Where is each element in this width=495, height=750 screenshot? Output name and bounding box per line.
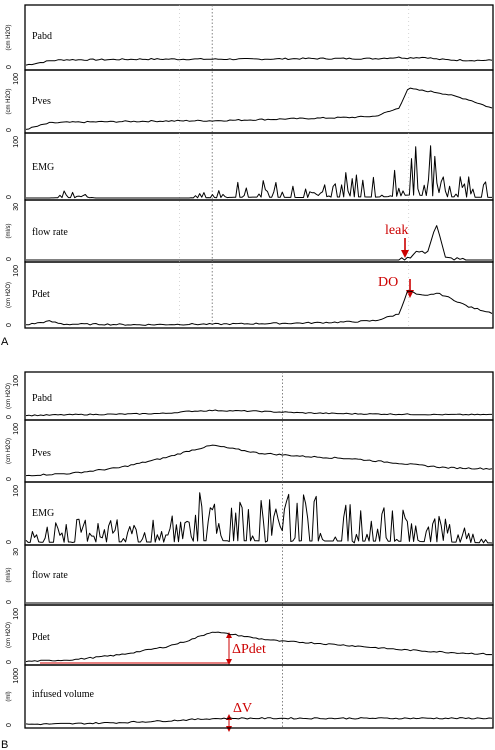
a-leak-annotation: leak (385, 223, 408, 238)
b-trace-pabd (25, 409, 492, 417)
b-top-tick-2: 100 (13, 485, 20, 497)
a-unit-label-4: (cm H2O) (6, 282, 12, 308)
b-delta-v-annotation: ΔV (233, 701, 252, 716)
b-delta-pdet-arrow-bottom (226, 659, 232, 665)
b-trace-infused-volume (25, 717, 493, 726)
b-delta-pdet-arrow-top (226, 632, 232, 638)
a-zero-tick-2: 0 (6, 195, 13, 199)
b-unit-label-3: (ml/s) (6, 568, 12, 583)
b-zero-tick-5: 0 (6, 723, 13, 727)
b-pves-label: Pves (32, 448, 51, 459)
b-zero-tick-3: 0 (6, 600, 13, 604)
b-zero-tick-0: 0 (6, 415, 13, 419)
a-do-annotation: DO (378, 275, 398, 290)
b-delta-pdet-annotation: ΔPdet (232, 642, 266, 657)
a-top-tick-1: 100 (13, 73, 20, 85)
b-top-tick-0: 100 (13, 375, 20, 387)
a-trace-flow-rate (26, 225, 492, 261)
b-panel-frame-5 (24, 664, 494, 729)
a-zero-tick-4: 0 (6, 323, 13, 327)
b-unit-label-5: (ml) (6, 691, 12, 701)
a-flow-label: flow rate (32, 227, 68, 238)
b-volume-label: infused volume (32, 689, 94, 700)
a-panel-frame-4 (24, 261, 494, 329)
a-top-tick-4: 100 (13, 265, 20, 277)
a-pves-label: Pves (32, 96, 51, 107)
a-leak-arrow-head (401, 250, 409, 258)
a-zero-tick-3: 0 (6, 257, 13, 261)
b-zero-tick-1: 0 (6, 477, 13, 481)
b-top-tick-3: 30 (13, 548, 20, 556)
b-pabd-label: Pabd (32, 393, 52, 404)
a-zero-tick-1: 0 (6, 128, 13, 132)
a-pabd-label: Pabd (32, 31, 52, 42)
a-unit-label-1: (cm H2O) (6, 89, 12, 115)
b-unit-label-0: (cm H2O) (6, 383, 12, 409)
a-top-tick-3: 30 (13, 203, 20, 211)
a-unit-label-0: (cm H2O) (6, 25, 12, 51)
a-unit-label-3: (ml/s) (6, 224, 12, 239)
b-unit-label-4: (cm H2O) (6, 622, 12, 648)
a-emg-label: EMG (32, 162, 54, 173)
a-trace-emg (26, 145, 492, 199)
b-zero-tick-2: 0 (6, 540, 13, 544)
b-flow-label: flow rate (32, 570, 68, 581)
figure-label-b: B (1, 739, 8, 750)
b-trace-pves (25, 444, 493, 477)
b-unit-label-1: (cm H2O) (6, 438, 12, 464)
a-zero-tick-0: 0 (6, 65, 13, 69)
chart-marks-layer: 0(cm H2O)1000(cm H2O)1000300(ml/s)1000(c… (6, 4, 494, 729)
b-top-tick-1: 100 (13, 423, 20, 435)
a-trace-pves (25, 87, 493, 130)
a-trace-pabd (25, 56, 493, 66)
b-top-tick-5: 1000 (13, 668, 20, 684)
b-top-tick-4: 100 (13, 608, 20, 620)
figure-label-a: A (1, 336, 9, 348)
b-zero-tick-4: 0 (6, 660, 13, 664)
b-trace-emg (25, 492, 493, 544)
b-trace-pdet (25, 631, 493, 663)
a-trace-pdet (25, 290, 493, 326)
a-pdet-label: Pdet (32, 289, 50, 300)
b-pdet-label: Pdet (32, 632, 50, 643)
a-top-tick-2: 100 (13, 136, 20, 148)
b-emg-label: EMG (32, 508, 54, 519)
